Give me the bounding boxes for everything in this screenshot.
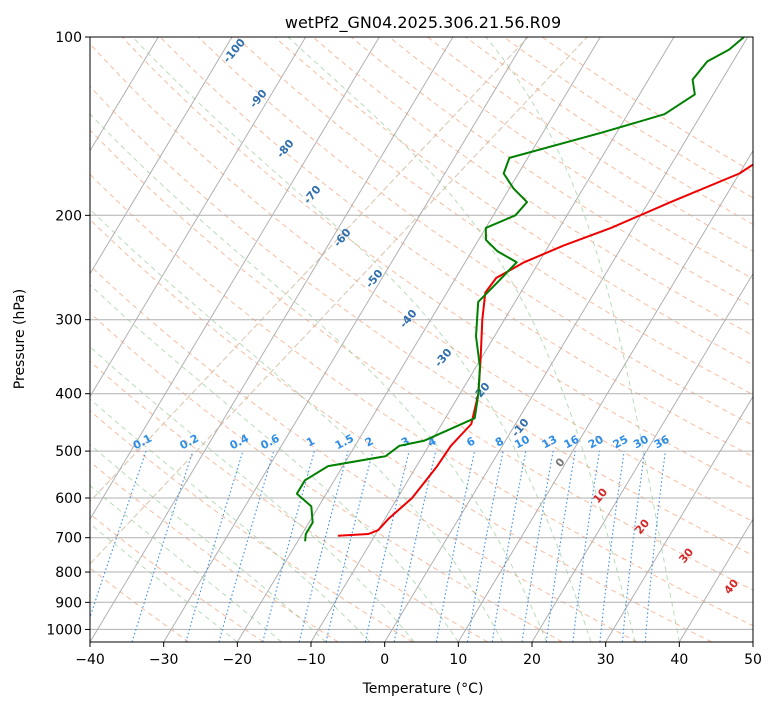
isotherm [90,37,307,398]
x-tick-label: 20 [523,652,541,668]
mixing-ratio-line [572,451,601,642]
dry-adiabat [159,37,753,458]
dry-adiabat [427,37,753,252]
x-tick-label: 10 [449,652,467,668]
dry-adiabat [90,513,264,642]
dry-adiabat [90,43,753,523]
background-lines [90,37,753,642]
mixing-ratio-line [185,450,244,642]
y-tick-label: 800 [55,565,82,581]
x-tick-label: 30 [597,652,615,668]
moist-adiabat [132,37,592,642]
moist-adiabat [90,345,415,642]
mixing-ratio-line [545,451,576,642]
dry-adiabat [350,37,753,308]
dry-adiabat [90,173,753,627]
moist-adiabat [90,113,548,642]
isotherm [605,395,753,642]
mixing-ratio-label: 25 [611,433,631,452]
mixing-ratio-line [393,450,437,642]
chart-title: wetPf2_GN04.2025.306.21.56.R09 [285,13,561,33]
mixing-ratio-line [364,450,410,642]
isotherm [310,37,675,642]
dry-adiabat [90,360,488,642]
reference-curve [90,37,588,565]
x-tick-label: −20 [223,652,253,668]
y-axis-title: Pressure (hPa) [12,289,28,389]
dry-adiabat [90,312,563,642]
dry-adiabat [236,37,753,396]
y-tick-label: 100 [55,30,82,46]
mixing-ratio-line [90,450,147,619]
dry-adiabat [198,37,753,426]
isotherm [236,37,601,642]
isotherm [90,37,159,152]
dry-adiabat [388,37,753,280]
reference-curve [90,37,529,503]
mixing-ratio-line [599,451,625,642]
x-tick-label: 50 [744,652,762,668]
y-tick-label: 500 [55,444,82,460]
x-tick-label: −40 [75,652,105,668]
isotherm [457,149,753,642]
moist-adiabat [90,208,503,642]
x-tick-label: 40 [670,652,688,668]
mixing-ratio-label: 20 [586,433,606,452]
mixing-ratio-label: 13 [540,433,560,452]
y-tick-label: 200 [55,208,82,224]
mixing-ratio-line [621,451,646,642]
isotherm [90,37,380,521]
isotherm [163,37,528,642]
mixing-ratio-line [491,450,527,642]
x-axis-ticks: −40 −30 −20 −10 0 10 20 30 40 50 [75,642,762,668]
isotherm [678,518,753,642]
dry-adiabat [541,37,753,173]
dry-adiabat [90,85,753,556]
moist-adiabat [485,37,680,642]
dewpoint-profile [295,37,745,542]
mixing-ratio-label: 30 [631,433,651,452]
y-tick-label: 300 [55,313,82,329]
mixing-ratio-line [325,450,374,642]
y-tick-label: 900 [55,595,82,611]
profiles [295,37,753,542]
mixing-ratio-line [521,451,554,642]
x-tick-label: −10 [296,652,326,668]
mixing-ratio-label: 16 [562,433,582,452]
y-axis-ticks: 100 200 300 400 500 600 700 800 900 1000 [46,30,90,638]
moist-adiabat [90,398,371,642]
dry-adiabat [274,37,753,366]
plot-frame [89,36,754,643]
temperature-profile [337,163,753,537]
dry-adiabat [121,37,753,490]
mixing-ratio-line [131,450,194,642]
mixing-ratio-line [466,450,504,642]
isotherm [384,37,749,642]
moist-adiabat [287,37,636,642]
mixing-ratio-line [218,450,275,642]
mixing-ratio-label: 36 [652,433,672,452]
mixing-ratio-line [262,450,315,642]
mixing-ratio-line [298,450,349,642]
isotherm [90,37,454,642]
isotherm [90,37,233,275]
mixing-ratio-label: 10 [512,433,532,452]
x-tick-label: 0 [380,652,389,668]
y-tick-label: 600 [55,491,82,507]
x-axis-title: Temperature (°C) [362,681,484,697]
moist-adiabat [90,284,459,642]
isotherm [531,272,753,642]
y-tick-label: 400 [55,387,82,403]
y-tick-label: 700 [55,531,82,547]
y-tick-label: 1000 [46,622,82,638]
mixing-ratio-line [435,450,476,642]
x-tick-label: −30 [149,652,179,668]
